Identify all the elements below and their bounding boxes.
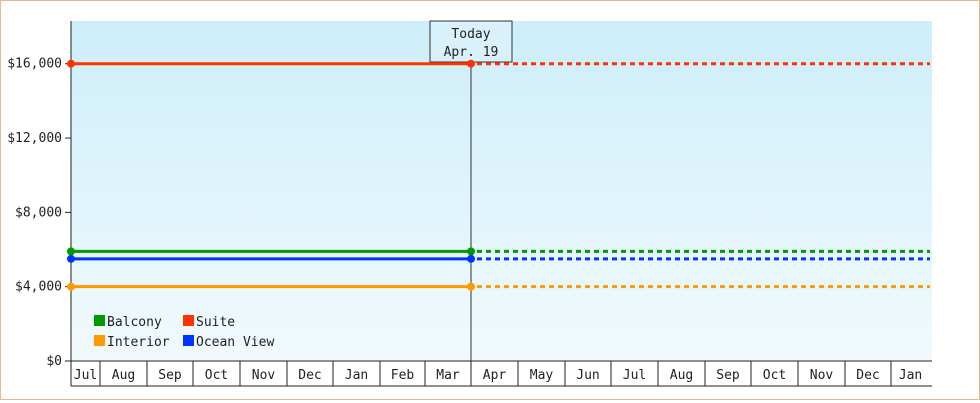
x-tick-label: Jan [345,368,368,383]
x-tick-label: Mar [436,368,460,383]
x-tick-label: Sep [158,368,182,383]
series-lines [67,59,930,291]
x-tick-label: Aug [670,368,693,383]
today-marker: Today Apr. 19 [429,20,513,361]
legend-swatch-interior [94,335,105,346]
legend-swatch-suite [183,315,194,326]
x-tick-label: Apr [483,368,507,383]
today-label-date: Apr. 19 [444,45,499,60]
x-tick-label: Nov [252,368,276,383]
legend: Balcony Suite Interior Ocean View [94,315,274,350]
x-tick-label: Oct [763,368,786,383]
legend-label-suite: Suite [196,315,235,330]
x-tick-label: Dec [298,368,321,383]
series-point-start-interior [67,282,75,291]
y-tick-label: $4,000 [15,280,62,295]
y-tick-label: $0 [46,354,62,369]
legend-label-interior: Interior [107,335,170,350]
x-tick-label: Jun [576,368,599,383]
legend-label-balcony: Balcony [107,315,162,330]
x-tick-label: Oct [205,368,228,383]
y-tick-label: $16,000 [7,57,62,72]
x-tick-label: Aug [112,368,135,383]
x-tick-label: Sep [716,368,740,383]
series-point-start-ocean-view [67,254,75,263]
plot-area [71,21,932,361]
x-tick-label: Feb [391,368,415,383]
today-label-title: Today [451,27,490,42]
series-point-start-balcony [67,247,75,256]
x-axis: Jul Aug Sep Oct Nov Dec Jan Feb Mar Apr May Jun Jul A… [70,360,932,387]
x-tick-label: Jan [899,368,922,383]
series-point-today-interior [467,282,475,291]
y-tick-label: $8,000 [15,205,62,220]
y-axis-ticks: $0 $4,000 $8,000 $12,000 $16,000 [7,21,72,369]
series-point-start-suite [67,59,75,68]
x-tick-label: May [530,368,554,383]
legend-swatch-balcony [94,315,105,326]
y-tick-label: $12,000 [7,131,62,146]
legend-swatch-ocean-view [183,335,194,346]
series-point-today-balcony [467,247,475,256]
x-tick-label: Jul [74,368,97,383]
series-point-today-ocean-view [467,254,475,263]
today-label-box [429,20,513,63]
legend-label-ocean-view: Ocean View [196,335,274,350]
x-tick-label: Jul [623,368,646,383]
x-tick-label: Nov [810,368,834,383]
series-point-today-suite [467,59,475,68]
x-tick-label: Dec [856,368,879,383]
